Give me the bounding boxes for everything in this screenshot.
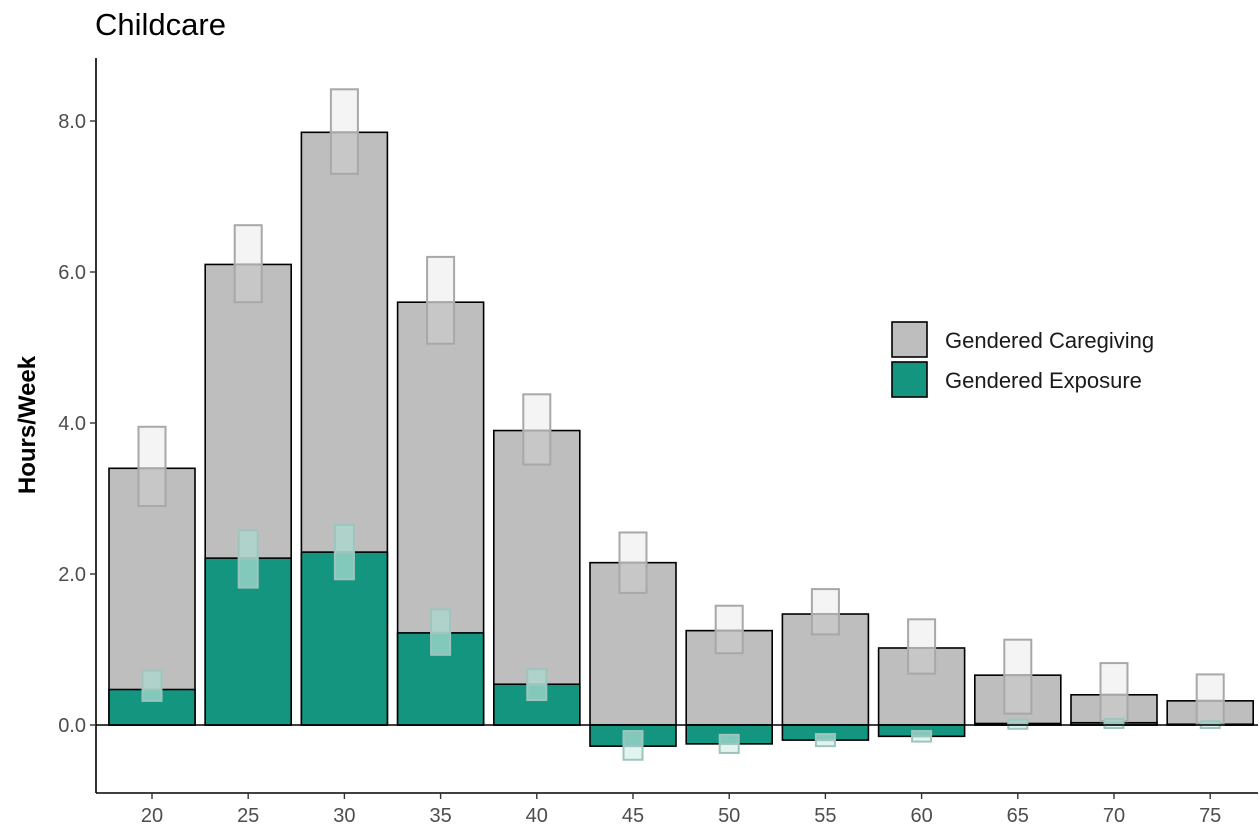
ci-lower-gendered-caregiving-35 bbox=[426, 301, 456, 345]
chart-title: Childcare bbox=[95, 7, 226, 42]
x-tick-label: 65 bbox=[1007, 805, 1029, 826]
axes-layer: 0.0 2.0 4.0 6.0 8.0 20 25 30 35 40 45 50 55 60 65 70 75 bbox=[58, 58, 1258, 826]
ci-upper-gendered-exposure-20 bbox=[141, 669, 163, 691]
confidence-boxes-layer bbox=[137, 88, 1225, 761]
ci-lower-gendered-caregiving-30 bbox=[329, 131, 359, 175]
legend: Gendered Caregiving Gendered Exposure bbox=[891, 321, 1154, 398]
y-axis-label: Hours/Week bbox=[14, 355, 41, 494]
ci-lower-gendered-caregiving-25 bbox=[233, 263, 263, 304]
ci-upper-gendered-caregiving-60 bbox=[907, 618, 937, 649]
x-tick-label: 30 bbox=[333, 805, 355, 826]
ci-upper-gendered-caregiving-20 bbox=[137, 425, 167, 470]
x-tick-label: 55 bbox=[814, 805, 836, 826]
ci-lower-gendered-caregiving-40 bbox=[522, 429, 552, 466]
ci-upper-gendered-caregiving-35 bbox=[426, 255, 456, 304]
ci-upper-gendered-caregiving-50 bbox=[714, 604, 744, 632]
ci-lower-gendered-caregiving-50 bbox=[714, 629, 744, 655]
ci-upper-gendered-caregiving-30 bbox=[329, 88, 359, 134]
ci-lower-gendered-exposure-65 bbox=[1007, 722, 1029, 730]
ci-upper-gendered-caregiving-25 bbox=[233, 224, 263, 266]
x-tick-label: 20 bbox=[141, 805, 163, 826]
ci-upper-gendered-exposure-30 bbox=[333, 523, 355, 554]
ci-lower-gendered-exposure-45 bbox=[622, 745, 644, 761]
x-tick-label: 75 bbox=[1199, 805, 1221, 826]
legend-label-gendered-caregiving: Gendered Caregiving bbox=[945, 328, 1154, 353]
legend-key-gendered-caregiving bbox=[891, 321, 928, 358]
ci-lower-gendered-exposure-40 bbox=[526, 683, 548, 702]
bars-layer bbox=[108, 131, 1254, 747]
ci-lower-gendered-exposure-55 bbox=[814, 739, 836, 748]
ci-upper-gendered-exposure-50 bbox=[718, 733, 740, 745]
x-tick-label: 45 bbox=[622, 805, 644, 826]
x-tick-label: 25 bbox=[237, 805, 259, 826]
ci-lower-gendered-exposure-50 bbox=[718, 742, 740, 754]
ci-upper-gendered-exposure-40 bbox=[526, 668, 548, 686]
y-tick-label: 4.0 bbox=[58, 413, 86, 435]
bar-gendered-exposure-30 bbox=[300, 551, 389, 726]
ci-upper-gendered-caregiving-65 bbox=[1003, 638, 1033, 677]
ci-upper-gendered-caregiving-75 bbox=[1195, 673, 1225, 702]
ci-upper-gendered-caregiving-55 bbox=[810, 588, 840, 616]
ci-lower-gendered-caregiving-55 bbox=[810, 613, 840, 636]
ci-upper-gendered-caregiving-45 bbox=[618, 531, 648, 564]
x-tick-label: 35 bbox=[429, 805, 451, 826]
legend-label-gendered-exposure: Gendered Exposure bbox=[945, 368, 1142, 393]
ci-lower-gendered-caregiving-20 bbox=[137, 467, 167, 508]
y-tick-label: 6.0 bbox=[58, 262, 86, 284]
ci-upper-gendered-exposure-35 bbox=[430, 608, 452, 634]
legend-key-gendered-exposure bbox=[891, 361, 928, 398]
x-tick-label: 50 bbox=[718, 805, 740, 826]
x-tick-label: 60 bbox=[910, 805, 932, 826]
y-tick-label: 8.0 bbox=[58, 111, 86, 133]
ci-lower-gendered-exposure-25 bbox=[237, 557, 259, 589]
ci-lower-gendered-caregiving-60 bbox=[907, 646, 937, 675]
ci-upper-gendered-caregiving-70 bbox=[1099, 662, 1129, 696]
ci-lower-gendered-exposure-20 bbox=[141, 688, 163, 702]
x-tick-label: 40 bbox=[526, 805, 548, 826]
y-tick-label: 0.0 bbox=[58, 715, 86, 737]
ci-lower-gendered-caregiving-65 bbox=[1003, 674, 1033, 715]
ci-lower-gendered-exposure-35 bbox=[430, 631, 452, 656]
ci-lower-gendered-exposure-30 bbox=[333, 551, 355, 581]
x-tick-label: 70 bbox=[1103, 805, 1125, 826]
ci-lower-gendered-caregiving-45 bbox=[618, 561, 648, 594]
y-tick-label: 2.0 bbox=[58, 564, 86, 586]
ci-upper-gendered-caregiving-40 bbox=[522, 393, 552, 432]
ci-lower-gendered-caregiving-70 bbox=[1099, 693, 1129, 723]
ci-upper-gendered-exposure-25 bbox=[237, 529, 259, 560]
ci-lower-gendered-exposure-60 bbox=[911, 735, 933, 743]
ci-upper-gendered-exposure-45 bbox=[622, 730, 644, 748]
